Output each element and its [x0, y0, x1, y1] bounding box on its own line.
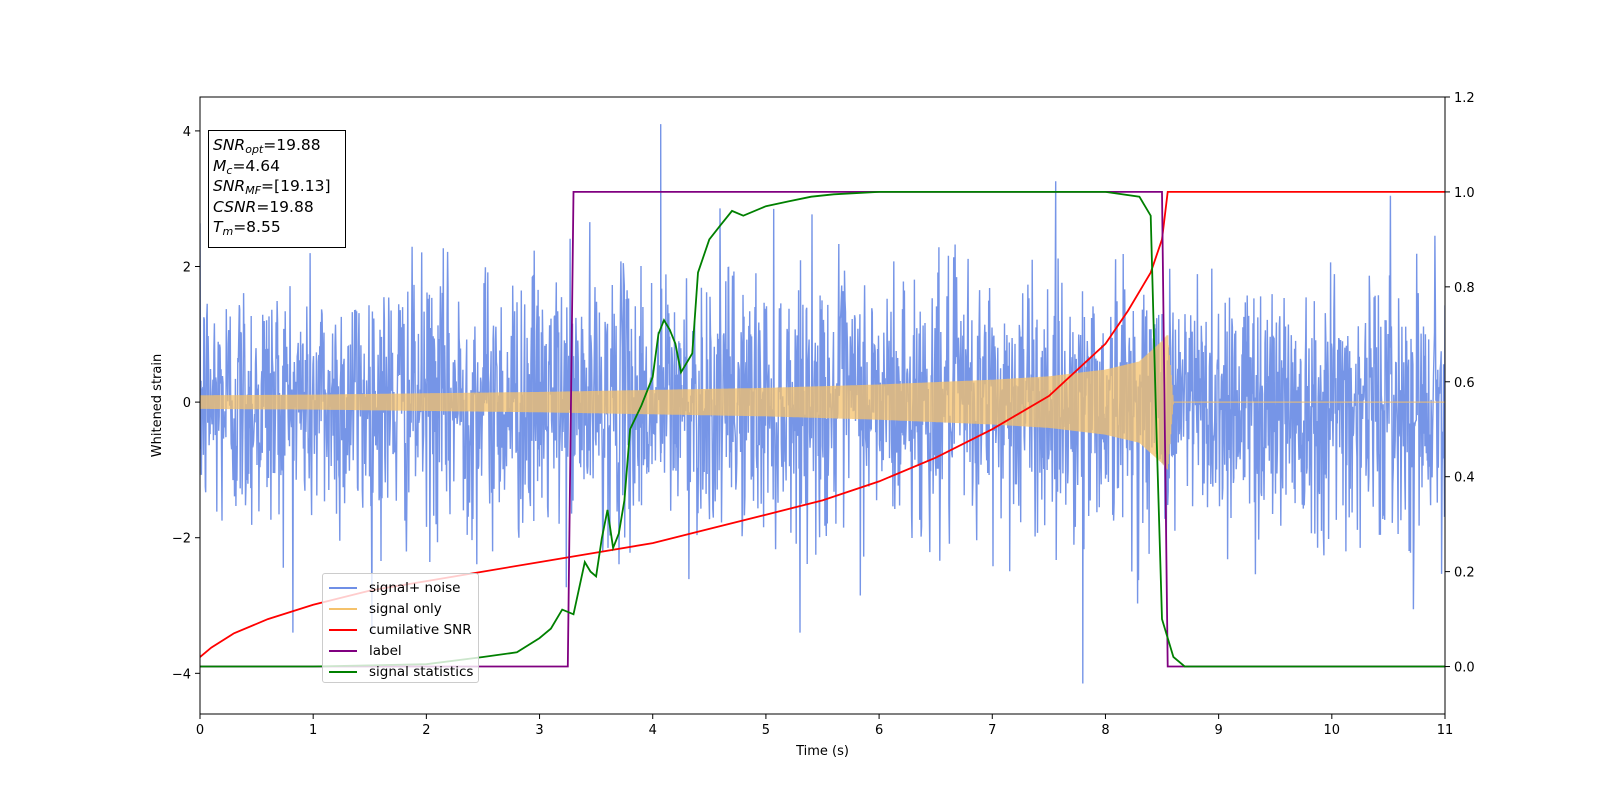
plot-frame: [199, 96, 1446, 715]
info-snr-opt: SNRopt=19.88: [213, 136, 321, 156]
info-mc: Mc=4.64: [213, 156, 280, 177]
y-right-tick-label: 0.4: [1454, 471, 1475, 486]
x-tick-label: 7: [988, 723, 996, 738]
y-axis-label: Whitened strain: [150, 354, 165, 457]
x-tick-label: 5: [762, 723, 770, 738]
legend-swatch: [329, 586, 357, 589]
info-box: SNRopt=19.88 Mc=4.64 SNRMF=[19.13] CSNR=…: [208, 130, 346, 248]
legend-item-label: label: [329, 640, 478, 661]
info-csnr: CSNR=19.88: [213, 197, 314, 216]
y-left-tick-label: 0: [183, 396, 191, 411]
x-tick-label: 8: [1101, 723, 1109, 738]
x-tick-label: 6: [875, 723, 883, 738]
x-tick-label: 9: [1214, 723, 1222, 738]
legend-swatch: [329, 607, 357, 610]
x-tick-label: 0: [196, 723, 204, 738]
y-right-tick-label: 0.2: [1454, 566, 1475, 581]
plot-area: [200, 124, 1445, 684]
legend: signal+ noise signal only cumilative SNR…: [322, 573, 479, 683]
y-left-tick-label: 4: [183, 125, 191, 140]
legend-item-signal-noise: signal+ noise: [329, 577, 478, 598]
axes: 0 1 2 3 4 5 6 7 8 9 10 11 4 2 0 −2 −4 1.2 1.0 0.8 0.6 0.4 0.2 0…: [172, 91, 1475, 738]
info-snr-mf: SNRMF=[19.13]: [213, 177, 331, 197]
y-left-tick-label: 2: [183, 261, 191, 276]
series-signal-statistics: [200, 191, 1445, 668]
y-right-tick-label: 1.2: [1454, 91, 1475, 106]
series-signal-noise: [200, 124, 1445, 684]
legend-item-cumulative-snr: cumilative SNR: [329, 619, 478, 640]
info-tm: Tm=8.55: [213, 218, 281, 238]
legend-swatch: [329, 628, 357, 631]
legend-item-signal-only: signal only: [329, 598, 478, 619]
x-tick-label: 11: [1437, 723, 1454, 738]
x-tick-label: 10: [1324, 723, 1341, 738]
legend-item-signal-statistics: signal statistics: [329, 661, 478, 682]
series-cumulative-snr: [200, 191, 1445, 658]
y-left-tick-label: −4: [172, 667, 191, 682]
x-tick-label: 1: [309, 723, 317, 738]
y-right-tick-label: 0.0: [1454, 661, 1475, 676]
x-tick-label: 3: [535, 723, 543, 738]
x-tick-label: 2: [422, 723, 430, 738]
y-left-tick-label: −2: [172, 532, 191, 547]
legend-swatch: [329, 649, 357, 652]
legend-swatch: [329, 670, 357, 673]
y-right-tick-label: 1.0: [1454, 186, 1475, 201]
y-right-tick-label: 0.6: [1454, 376, 1475, 391]
x-tick-label: 4: [649, 723, 657, 738]
x-axis-label: Time (s): [795, 744, 849, 759]
y-right-tick-label: 0.8: [1454, 281, 1475, 296]
series-signal-only: [200, 335, 1445, 470]
